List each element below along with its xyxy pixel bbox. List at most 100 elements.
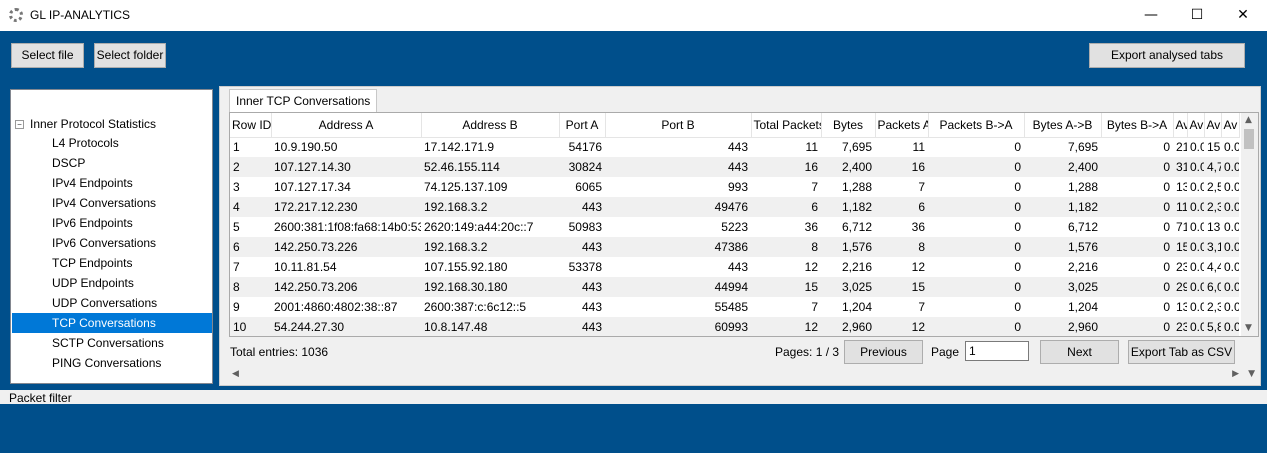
- select-file-button[interactable]: Select file: [11, 43, 84, 68]
- tree-item-udp-endpoints[interactable]: UDP Endpoints: [52, 276, 134, 290]
- table-cell: 0: [1101, 237, 1173, 257]
- column-header[interactable]: Packets A->B: [875, 113, 929, 138]
- table-cell: 4,7: [1204, 157, 1221, 177]
- table-cell: 0: [928, 157, 1024, 177]
- scroll-down-icon[interactable]: ▼: [1245, 323, 1252, 333]
- table-cell: 29: [1173, 277, 1187, 297]
- tree-item-tcp-conversations[interactable]: TCP Conversations: [12, 313, 212, 333]
- collapse-icon[interactable]: −: [15, 120, 24, 130]
- table-cell: 12: [875, 317, 928, 336]
- table-cell: 107.127.17.34: [274, 180, 351, 194]
- table-cell: 8: [875, 237, 928, 257]
- tree-item-tcp-endpoints[interactable]: TCP Endpoints: [52, 256, 133, 270]
- table-row[interactable]: 3 107.127.17.34 74.125.137.109 6065 993 7 1,28…: [230, 177, 1239, 197]
- horizontal-scrollbar[interactable]: ◀ ▶ ▼: [229, 366, 1259, 383]
- table-cell: 15: [1173, 237, 1187, 257]
- table-cell: 6,0: [1204, 277, 1221, 297]
- minimize-button[interactable]: —: [1144, 7, 1158, 23]
- tree-item-ipv6-endpoints[interactable]: IPv6 Endpoints: [52, 216, 133, 230]
- table-row[interactable]: 6 142.250.73.226 192.168.3.2 443 47386 8 1,576…: [230, 237, 1239, 257]
- tree-item-udp-conversations[interactable]: UDP Conversations: [52, 296, 158, 310]
- previous-button[interactable]: Previous: [844, 340, 923, 364]
- tree-item-ipv4-endpoints[interactable]: IPv4 Endpoints: [52, 176, 133, 190]
- tree-item-ping-conversations[interactable]: PING Conversations: [52, 356, 162, 370]
- table-cell: 107.127.14.30: [271, 157, 421, 177]
- scroll-down-corner-icon[interactable]: ▼: [1248, 369, 1255, 379]
- tree-item-ipv6-conversations[interactable]: IPv6 Conversations: [52, 236, 157, 250]
- column-header[interactable]: Port B: [605, 113, 752, 138]
- table-cell: 6,712: [841, 220, 872, 234]
- table-row[interactable]: 10 54.244.27.30 10.8.147.48 443 60993 12 2,960…: [230, 317, 1239, 336]
- scroll-left-icon[interactable]: ◀: [232, 369, 239, 379]
- table-cell: 2,960: [821, 317, 875, 336]
- column-header[interactable]: Av: [1204, 113, 1222, 138]
- column-header[interactable]: Total Packets: [751, 113, 822, 138]
- table-cell: 0.0: [1190, 260, 1204, 274]
- next-button[interactable]: Next: [1040, 340, 1119, 364]
- table-cell: 15: [875, 277, 928, 297]
- table-cell: 10: [230, 317, 271, 336]
- table-cell: 10.8.147.48: [421, 317, 559, 336]
- table-cell: 0.0: [1221, 277, 1239, 297]
- table-cell: 1,576: [1024, 237, 1101, 257]
- scroll-up-icon[interactable]: ▲: [1245, 115, 1252, 125]
- table-cell: 2600:381:1f08:fa68:14b0:537: [274, 220, 421, 234]
- table-cell: 50983: [568, 220, 602, 234]
- toolbar: Select file Select folder Export analyse…: [0, 31, 1267, 81]
- tree-item-ipv4-conversations[interactable]: IPv4 Conversations: [52, 196, 157, 210]
- column-header[interactable]: Bytes B->A: [1101, 113, 1174, 138]
- tree-item-dscp[interactable]: DSCP: [52, 156, 86, 170]
- table-cell: 0.0: [1187, 237, 1204, 257]
- table-cell: 0.0: [1221, 197, 1239, 217]
- export-analysed-tabs-button[interactable]: Export analysed tabs: [1089, 43, 1245, 68]
- column-header[interactable]: Address B: [421, 113, 560, 138]
- column-header[interactable]: Port A: [559, 113, 606, 138]
- maximize-button[interactable]: ☐: [1190, 7, 1204, 23]
- table-row[interactable]: 9 2001:4860:4802:38::87 2600:387:c:6c12::5…: [230, 297, 1239, 317]
- select-folder-button[interactable]: Select folder: [94, 43, 166, 68]
- table-row[interactable]: 8 142.250.73.206 192.168.30.180 443 44994 15 3…: [230, 277, 1239, 297]
- pages-indicator: Pages: 1 / 3: [775, 345, 840, 359]
- column-header[interactable]: Row ID: [230, 113, 272, 138]
- tab-inner-tcp-conversations[interactable]: Inner TCP Conversations: [229, 89, 378, 112]
- conversations-table: Row ID Address A Address B Port A Port B Tota…: [230, 113, 1240, 336]
- table-row[interactable]: 1 10.9.190.50 17.142.171.9 54176 443 11 7,695 1…: [230, 137, 1239, 157]
- table-cell: 0.0: [1221, 317, 1239, 336]
- table-cell: 10.11.81.54: [274, 260, 337, 274]
- column-header[interactable]: Av: [1173, 113, 1188, 138]
- table-cell: 0: [928, 317, 1024, 336]
- table-cell: 7,695: [1067, 140, 1098, 155]
- table-cell: 2600:387:c:6c12::5: [424, 300, 527, 314]
- column-header[interactable]: Av: [1187, 113, 1205, 138]
- table-row[interactable]: 7 10.11.81.54 107.155.92.180 53378 443 12 2,21…: [230, 257, 1239, 277]
- table-cell: 0: [1163, 300, 1170, 314]
- vertical-scrollbar[interactable]: ▲ ▼: [1241, 113, 1258, 336]
- table-cell: 0: [1163, 140, 1170, 155]
- vertical-scroll-thumb[interactable]: [1244, 129, 1254, 149]
- table-cell: 0.0: [1224, 260, 1239, 274]
- table-cell: 2,5: [1207, 180, 1221, 194]
- column-header[interactable]: Bytes: [821, 113, 876, 138]
- page-label: Page: [931, 345, 960, 359]
- close-button[interactable]: ✕: [1237, 7, 1249, 23]
- tree-root-node[interactable]: − Inner Protocol Statistics: [15, 117, 156, 131]
- table-row[interactable]: 4 172.217.12.230 192.168.3.2 443 49476 6 1,182…: [230, 197, 1239, 217]
- column-header[interactable]: Bytes A->B: [1024, 113, 1102, 138]
- table-cell: 16: [751, 157, 821, 177]
- tree-item-l4-protocols[interactable]: L4 Protocols: [52, 136, 119, 150]
- table-cell: 0.0: [1187, 197, 1204, 217]
- table-cell: 0.0: [1187, 277, 1204, 297]
- table-row[interactable]: 2 107.127.14.30 52.46.155.114 30824 443 16 2,4…: [230, 157, 1239, 177]
- column-header[interactable]: Packets B->A: [928, 113, 1025, 138]
- table-cell: 0: [928, 237, 1024, 257]
- table-row[interactable]: 5 2600:381:1f08:fa68:14b0:537 2620:149:a44…: [230, 217, 1239, 237]
- export-tab-csv-button[interactable]: Export Tab as CSV: [1128, 340, 1235, 364]
- table-cell: 1,182: [1024, 197, 1101, 217]
- table-cell: 12: [751, 317, 821, 336]
- page-number-input[interactable]: [965, 341, 1029, 361]
- table-cell: 0: [1101, 317, 1173, 336]
- scroll-right-icon[interactable]: ▶: [1232, 369, 1239, 379]
- column-header[interactable]: Av: [1221, 113, 1240, 138]
- tree-item-sctp-conversations[interactable]: SCTP Conversations: [52, 336, 164, 350]
- column-header[interactable]: Address A: [271, 113, 422, 138]
